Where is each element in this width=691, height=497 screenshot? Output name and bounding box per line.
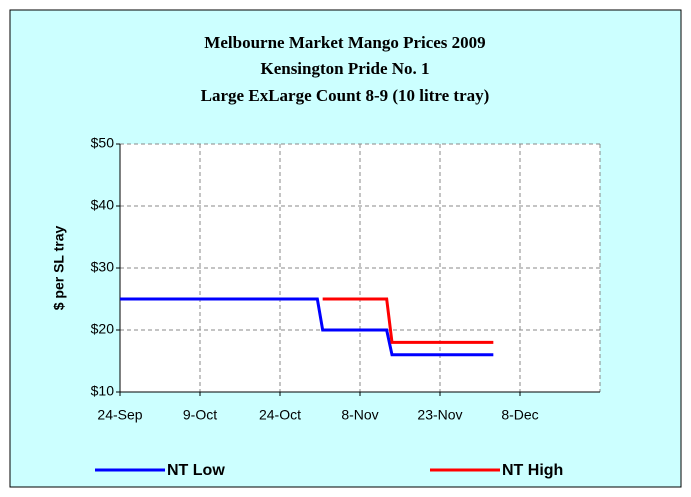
y-tick-label: $50 — [91, 135, 115, 151]
y-tick-label: $40 — [91, 197, 115, 213]
x-tick-label: 24-Oct — [259, 407, 301, 423]
line-series — [322, 297, 494, 344]
x-tick-label: 9-Oct — [183, 407, 217, 423]
y-axis-label: $ per SL tray — [51, 226, 67, 311]
x-tick-label: 8-Nov — [341, 407, 378, 423]
chart-subtitle: Kensington Pride No. 1 — [260, 59, 429, 78]
legend-label: NT Low — [167, 462, 225, 479]
y-tick-label: $30 — [91, 259, 115, 275]
line-series — [120, 297, 494, 357]
x-tick-label: 24-Sep — [97, 407, 142, 423]
y-tick-label: $10 — [91, 383, 115, 399]
y-tick-label: $20 — [91, 321, 115, 337]
x-tick-label: 23-Nov — [417, 407, 462, 423]
chart-subtitle: Large ExLarge Count 8-9 (10 litre tray) — [201, 86, 490, 105]
legend-label: NT High — [502, 462, 563, 479]
chart-title: Melbourne Market Mango Prices 2009 — [204, 33, 485, 52]
x-tick-label: 8-Dec — [501, 407, 538, 423]
